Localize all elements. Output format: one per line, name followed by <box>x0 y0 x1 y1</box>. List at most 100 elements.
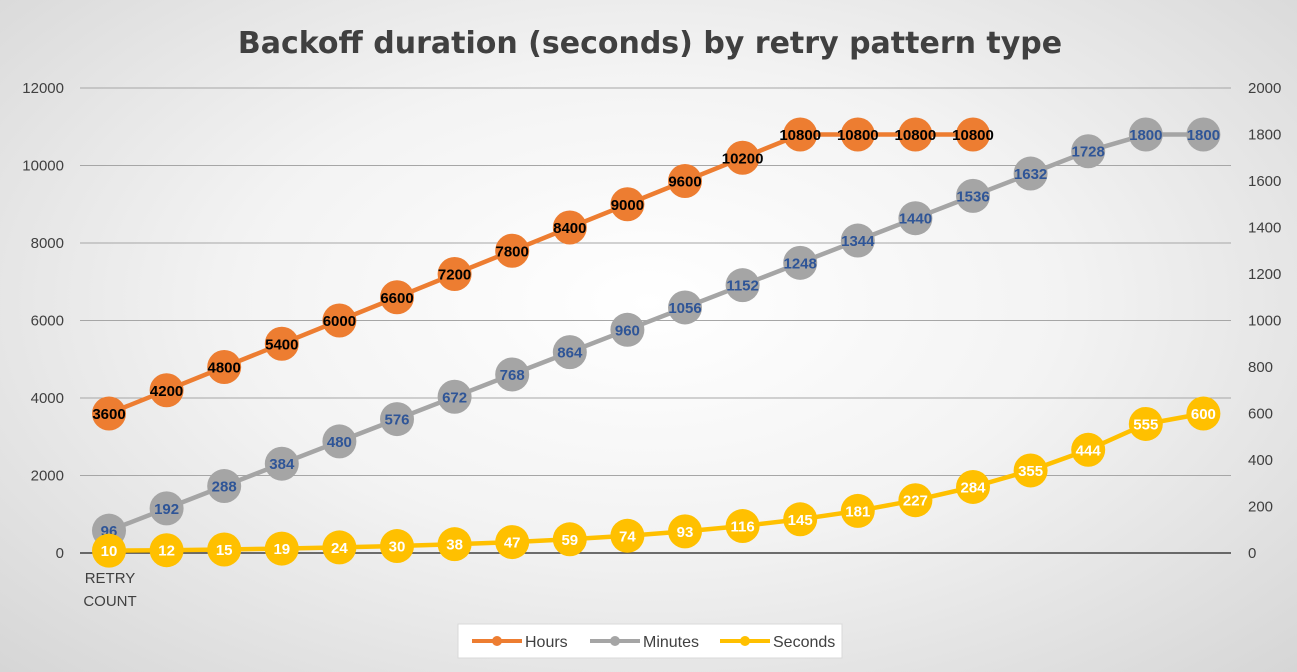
data-point <box>380 402 414 437</box>
legend-label: Hours <box>525 634 568 651</box>
right-tick-label: 1200 <box>1248 266 1281 283</box>
data-point <box>92 533 126 568</box>
series-minutes: 9619228838448057667276886496010561152124… <box>92 117 1221 548</box>
data-point <box>725 268 760 303</box>
data-point <box>380 529 414 564</box>
data-label: 1248 <box>784 255 817 272</box>
right-tick-label: 200 <box>1248 499 1273 516</box>
data-label: 181 <box>845 503 870 520</box>
left-tick-label: 8000 <box>31 235 64 252</box>
right-tick-label: 1800 <box>1248 127 1281 144</box>
data-label: 284 <box>960 479 986 496</box>
data-point <box>207 532 242 567</box>
data-label: 960 <box>615 322 640 339</box>
legend-swatch-marker <box>610 636 620 646</box>
data-label: 576 <box>384 412 409 429</box>
data-point <box>668 514 702 549</box>
data-point <box>840 493 875 528</box>
data-label: 9600 <box>668 174 701 191</box>
data-label: 4800 <box>208 360 241 377</box>
data-point <box>437 527 472 562</box>
data-label: 192 <box>154 501 179 518</box>
data-point <box>264 326 299 361</box>
data-point <box>264 446 299 481</box>
data-point <box>437 257 472 291</box>
data-point <box>610 518 645 553</box>
series-seconds: 10 12 15 19 24 30 38 47 59 74 93 116 145 181 227 284 355… <box>92 396 1221 568</box>
data-label: 1632 <box>1014 166 1047 183</box>
data-point <box>956 117 990 152</box>
data-point <box>610 312 645 347</box>
data-label: 5400 <box>265 336 298 353</box>
legend-swatch-marker <box>492 636 502 646</box>
data-label: 768 <box>500 367 525 384</box>
data-point <box>783 502 818 537</box>
data-point <box>610 187 645 222</box>
right-tick-label: 600 <box>1248 406 1273 423</box>
data-point <box>898 483 933 518</box>
data-label: 10800 <box>837 127 879 144</box>
data-point <box>725 509 760 544</box>
data-label: 444 <box>1076 442 1102 459</box>
data-label: 10800 <box>779 127 821 144</box>
left-tick-label: 10000 <box>22 158 64 175</box>
data-point <box>552 210 587 245</box>
data-label: 93 <box>677 524 694 541</box>
data-point <box>1186 396 1221 431</box>
data-label: 864 <box>557 345 583 362</box>
data-point <box>149 533 184 568</box>
legend-item-seconds[interactable]: Seconds <box>720 634 835 651</box>
x-axis-label-line-1: RETRY <box>85 570 136 587</box>
data-label: 7800 <box>496 243 529 260</box>
x-axis-label-line-2: COUNT <box>83 593 136 610</box>
data-point <box>149 491 184 526</box>
data-label: 1344 <box>841 233 875 250</box>
data-point <box>264 531 299 566</box>
data-label: 384 <box>269 456 295 473</box>
data-point <box>668 290 702 325</box>
data-point <box>495 357 530 392</box>
data-label: 47 <box>504 535 521 552</box>
right-tick-label: 1400 <box>1248 220 1281 237</box>
data-label: 10800 <box>952 127 994 144</box>
data-point <box>552 335 587 370</box>
data-label: 15 <box>216 542 233 559</box>
data-point <box>1186 117 1221 152</box>
data-label: 145 <box>788 512 813 529</box>
data-label: 10 <box>101 543 118 560</box>
data-label: 480 <box>327 434 352 451</box>
data-label: 10800 <box>895 127 937 144</box>
data-label: 600 <box>1191 406 1216 423</box>
data-label: 38 <box>446 537 463 554</box>
data-point <box>1013 453 1048 488</box>
data-point <box>322 303 357 338</box>
data-label: 12 <box>158 543 175 560</box>
data-label: 30 <box>389 539 406 556</box>
left-tick-label: 6000 <box>31 313 64 330</box>
data-point <box>898 117 933 152</box>
data-point <box>207 469 242 504</box>
data-label: 116 <box>730 519 754 536</box>
right-axis-ticks: 0 200 400 600 800 1000 1200 1400 1600 1800 2000 <box>1248 80 1281 562</box>
legend-item-hours[interactable]: Hours <box>472 634 568 651</box>
right-tick-label: 1000 <box>1248 313 1281 330</box>
series-line <box>108 132 973 416</box>
data-label: 24 <box>331 540 348 557</box>
data-label: 7200 <box>438 267 471 284</box>
data-label: 1440 <box>899 211 932 228</box>
data-label: 555 <box>1133 416 1158 433</box>
data-point <box>725 140 760 175</box>
left-tick-label: 4000 <box>31 390 64 407</box>
data-point <box>92 396 126 431</box>
legend-item-minutes[interactable]: Minutes <box>590 634 699 651</box>
data-point <box>1071 134 1106 169</box>
right-tick-label: 800 <box>1248 359 1273 376</box>
left-tick-label: 12000 <box>22 80 64 97</box>
data-point <box>1071 432 1106 467</box>
data-label: 355 <box>1018 463 1043 480</box>
data-point <box>783 117 818 152</box>
legend-swatch-marker <box>740 636 750 646</box>
data-label: 6000 <box>323 313 356 330</box>
